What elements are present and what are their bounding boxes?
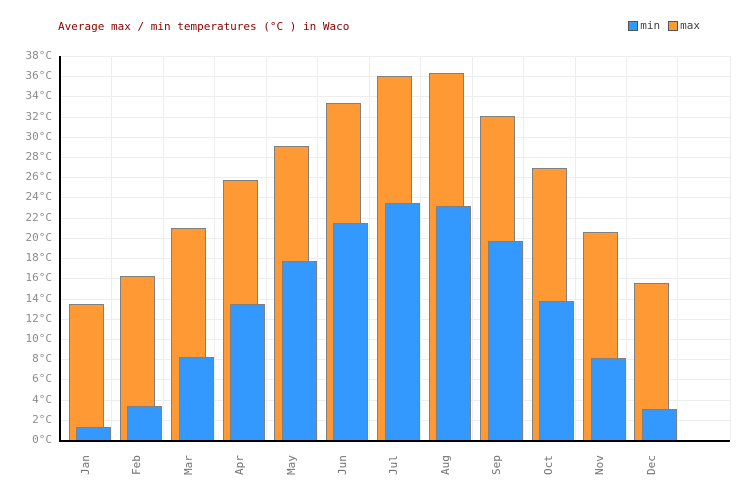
x-axis-line [58,440,730,442]
v-gridline [575,56,576,440]
xtick-label-apr: Apr [233,455,246,475]
ytick-label: 26°C [25,170,53,183]
xtick-label-aug: Aug [439,455,452,475]
bar-min-jul [385,203,420,440]
bar-min-aug [436,206,471,440]
chart-legend: min max [628,20,700,32]
xtick-label-dec: Dec [645,455,658,475]
ytick-label: 14°C [25,292,53,305]
xtick-label-nov: Nov [593,455,606,475]
ytick-label: 16°C [25,271,53,284]
ytick-label: 12°C [25,312,53,325]
v-gridline [111,56,112,440]
v-gridline [677,56,678,440]
xtick-label-sep: Sep [490,455,503,475]
xtick-label-may: May [285,455,298,475]
ytick-label: 22°C [25,211,53,224]
max-series-swatch [668,21,679,31]
bar-min-apr [230,304,265,440]
v-gridline [472,56,473,440]
ytick-label: 24°C [25,190,53,203]
min-series-label: min [640,19,661,32]
bar-max-jan [69,304,104,440]
bar-min-dec [642,409,677,440]
ytick-label: 6°C [32,372,52,385]
xtick-label-jul: Jul [387,455,400,475]
xtick-label-feb: Feb [130,455,143,475]
bar-min-oct [539,301,574,440]
v-gridline [266,56,267,440]
xtick-label-jun: Jun [336,455,349,475]
ytick-label: 36°C [25,69,53,82]
v-gridline [317,56,318,440]
chart-title: Average max / min temperatures (°C ) in … [58,20,350,33]
v-gridline [626,56,627,440]
legend-item-max: max [668,20,700,32]
h-gridline [60,56,730,57]
xtick-label-mar: Mar [182,455,195,475]
y-axis-line [58,56,61,442]
xtick-label-jan: Jan [79,455,92,475]
ytick-label: 4°C [32,393,52,406]
ytick-label: 10°C [25,332,53,345]
ytick-label: 0°C [32,433,52,446]
ytick-label: 28°C [25,150,53,163]
bar-min-jun [333,223,368,440]
v-gridline [369,56,370,440]
xtick-label-oct: Oct [542,455,555,475]
bar-min-jan [76,427,111,440]
v-gridline [523,56,524,440]
ytick-label: 38°C [25,49,53,62]
ytick-label: 20°C [25,231,53,244]
ytick-label: 2°C [32,413,52,426]
ytick-label: 34°C [25,89,53,102]
plot-right-border [730,56,731,440]
bar-min-nov [591,358,626,440]
ytick-label: 30°C [25,130,53,143]
bar-min-feb [127,406,162,440]
v-gridline [420,56,421,440]
bar-min-sep [488,241,523,440]
min-series-swatch [628,21,639,31]
ytick-label: 8°C [32,352,52,365]
bar-min-mar [179,357,214,440]
v-gridline [214,56,215,440]
v-gridline [163,56,164,440]
ytick-label: 32°C [25,110,53,123]
max-series-label: max [680,19,700,32]
ytick-label: 18°C [25,251,53,264]
legend-item-min: min [628,20,660,32]
bar-min-may [282,261,317,440]
